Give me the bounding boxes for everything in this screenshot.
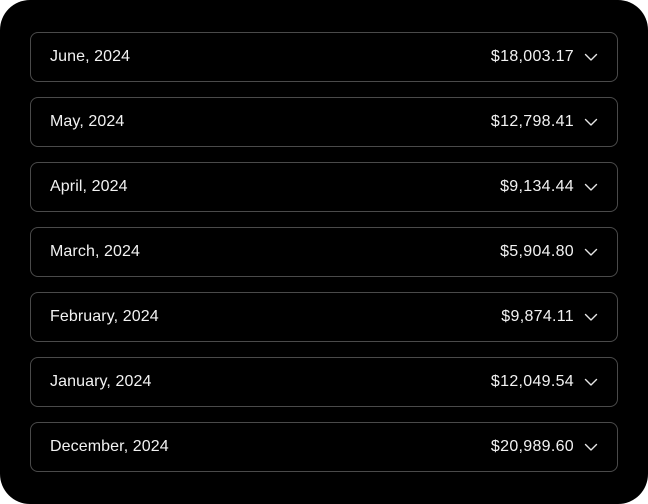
month-amount: $12,798.41 (490, 113, 574, 130)
month-summary: $12,049.54 (491, 373, 599, 391)
month-row-april-2024[interactable]: April, 2024 $9,134.44 (30, 162, 618, 212)
chevron-down-icon[interactable] (583, 439, 599, 455)
month-summary: $9,134.44 (500, 178, 599, 196)
month-label: January, 2024 (50, 373, 152, 390)
chevron-down-icon[interactable] (583, 49, 599, 65)
month-summary: $18,003.17 (491, 48, 599, 66)
chevron-down-icon[interactable] (583, 244, 599, 260)
month-summary: $12,798.41 (491, 113, 599, 131)
month-summary: $20,989.60 (491, 438, 599, 456)
month-accordion-list: June, 2024 $18,003.17 May, 2024 $12,798.… (30, 32, 618, 472)
month-label: February, 2024 (50, 308, 159, 325)
month-row-january-2024[interactable]: January, 2024 $12,049.54 (30, 357, 618, 407)
chevron-down-icon[interactable] (583, 374, 599, 390)
chevron-down-icon[interactable] (583, 309, 599, 325)
month-amount: $12,049.54 (490, 373, 574, 390)
month-amount: $20,989.60 (490, 438, 574, 455)
month-summary: $5,904.80 (500, 243, 599, 261)
month-row-march-2024[interactable]: March, 2024 $5,904.80 (30, 227, 618, 277)
month-amount: $18,003.17 (490, 48, 574, 65)
month-label: December, 2024 (50, 438, 169, 455)
month-row-february-2024[interactable]: February, 2024 $9,874.11 (30, 292, 618, 342)
month-amount: $9,874.11 (501, 308, 574, 325)
month-row-december-2024[interactable]: December, 2024 $20,989.60 (30, 422, 618, 472)
month-amount: $5,904.80 (500, 243, 574, 260)
month-label: March, 2024 (50, 243, 141, 260)
chevron-down-icon[interactable] (583, 179, 599, 195)
month-row-june-2024[interactable]: June, 2024 $18,003.17 (30, 32, 618, 82)
month-label: April, 2024 (50, 178, 128, 195)
month-row-may-2024[interactable]: May, 2024 $12,798.41 (30, 97, 618, 147)
month-label: June, 2024 (50, 48, 131, 65)
month-amount: $9,134.44 (500, 178, 574, 195)
chevron-down-icon[interactable] (583, 114, 599, 130)
month-summary: $9,874.11 (501, 308, 599, 326)
month-label: May, 2024 (50, 113, 125, 130)
